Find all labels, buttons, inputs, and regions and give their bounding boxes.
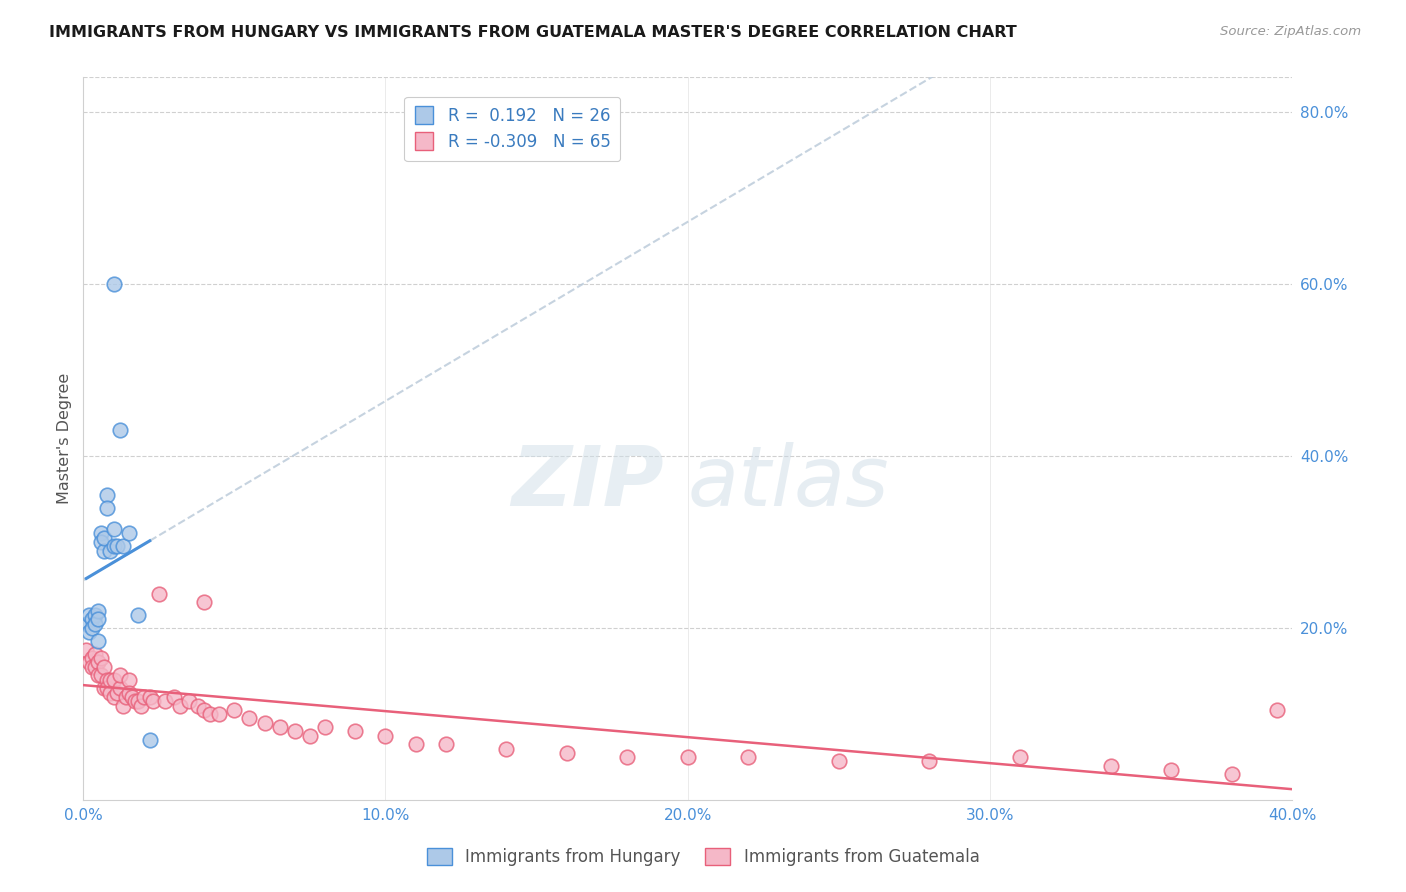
Point (187, 698, 209, 713)
Point (224, 703, 246, 717)
Point (105, 685, 128, 699)
Point (405, 737, 427, 751)
Point (96, 488, 118, 502)
Point (82, 621, 104, 635)
Point (284, 724, 307, 739)
Text: Source: ZipAtlas.com: Source: ZipAtlas.com (1220, 25, 1361, 38)
Point (1160, 763, 1182, 777)
Point (100, 673, 122, 687)
Point (79, 608, 101, 623)
Point (105, 539, 128, 553)
Point (93, 531, 115, 545)
Point (153, 694, 176, 708)
Point (90, 535, 112, 549)
Point (90, 668, 112, 682)
Point (87, 612, 110, 626)
Point (828, 755, 851, 769)
Point (298, 729, 321, 743)
Point (132, 690, 155, 704)
Text: atlas: atlas (688, 442, 889, 523)
Point (314, 720, 336, 734)
Point (1220, 767, 1243, 781)
Point (111, 698, 134, 713)
Point (139, 690, 162, 704)
Point (108, 423, 131, 437)
Point (117, 673, 139, 687)
Point (82, 612, 104, 626)
Point (269, 720, 291, 734)
Point (103, 690, 125, 704)
Point (108, 681, 131, 696)
Text: IMMIGRANTS FROM HUNGARY VS IMMIGRANTS FROM GUATEMALA MASTER'S DEGREE CORRELATION: IMMIGRANTS FROM HUNGARY VS IMMIGRANTS FR… (49, 25, 1017, 40)
Point (142, 694, 165, 708)
Point (87, 634, 110, 648)
Y-axis label: Master's Degree: Master's Degree (58, 373, 72, 504)
Point (111, 539, 134, 553)
Point (121, 690, 143, 704)
Point (87, 668, 110, 682)
Point (169, 698, 191, 713)
Point (93, 660, 115, 674)
Point (103, 539, 125, 553)
Point (163, 690, 186, 704)
Point (103, 673, 125, 687)
Point (344, 724, 367, 739)
Legend: Immigrants from Hungary, Immigrants from Guatemala: Immigrants from Hungary, Immigrants from… (420, 841, 986, 873)
Point (87, 604, 110, 618)
Point (108, 668, 131, 682)
Point (208, 707, 231, 722)
Point (139, 733, 162, 747)
Point (238, 711, 260, 725)
Point (103, 277, 125, 291)
Point (1008, 750, 1031, 764)
Point (100, 543, 122, 558)
Point (93, 681, 115, 696)
Point (129, 698, 152, 713)
Point (84, 616, 107, 631)
Point (84, 660, 107, 674)
Point (79, 656, 101, 670)
Point (1265, 703, 1288, 717)
Point (103, 522, 125, 536)
Point (84, 608, 107, 623)
Point (84, 647, 107, 661)
Point (1099, 758, 1122, 772)
Point (87, 656, 110, 670)
Point (253, 715, 276, 730)
Point (79, 625, 101, 640)
Point (676, 750, 699, 764)
Point (82, 651, 104, 665)
Point (90, 651, 112, 665)
Point (193, 703, 215, 717)
Point (555, 746, 578, 760)
Point (96, 681, 118, 696)
Point (193, 595, 215, 609)
Point (93, 543, 115, 558)
Point (200, 707, 222, 722)
Point (127, 608, 149, 623)
Point (114, 690, 136, 704)
Point (495, 741, 517, 756)
Point (96, 500, 118, 515)
Point (75, 616, 97, 631)
Point (82, 660, 104, 674)
Point (96, 673, 118, 687)
Point (148, 587, 170, 601)
Point (75, 642, 97, 657)
Point (117, 685, 139, 699)
Point (100, 685, 122, 699)
Point (124, 694, 146, 708)
Point (616, 750, 638, 764)
Point (117, 526, 139, 541)
Point (374, 729, 396, 743)
Point (127, 694, 149, 708)
Point (918, 755, 941, 769)
Point (434, 737, 457, 751)
Point (737, 750, 759, 764)
Point (90, 526, 112, 541)
Text: ZIP: ZIP (510, 442, 664, 523)
Legend: R =  0.192   N = 26, R = -0.309   N = 65: R = 0.192 N = 26, R = -0.309 N = 65 (405, 96, 620, 161)
Point (177, 694, 200, 708)
